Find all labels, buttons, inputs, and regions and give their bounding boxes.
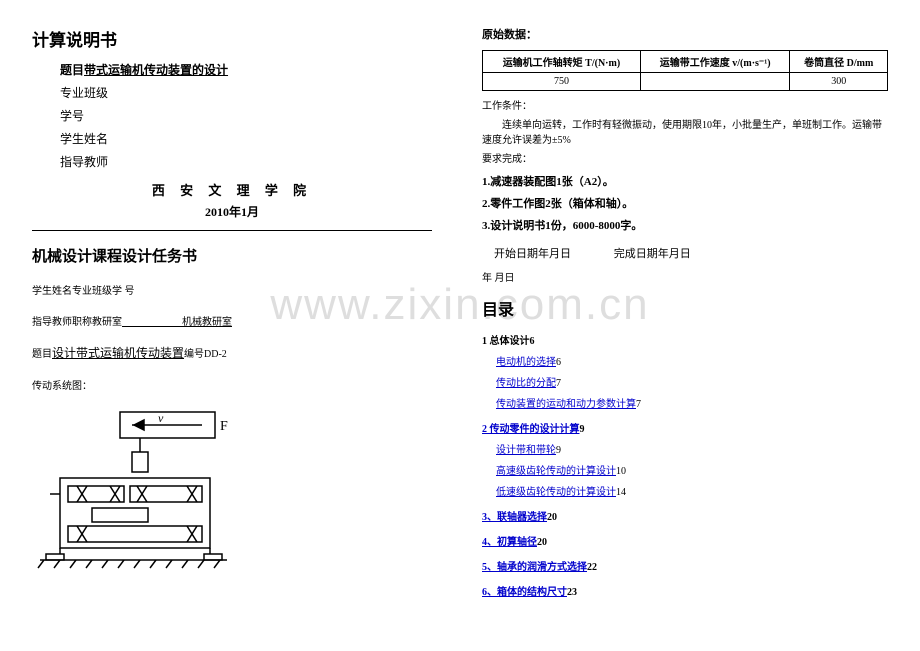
date-line: 开始日期年月日 完成日期年月日	[494, 245, 888, 261]
doc-date: 2010年1月	[32, 203, 432, 220]
toc-link[interactable]: 4、初算轴径	[482, 537, 537, 548]
advisor-underline	[122, 317, 182, 328]
info-line: 指导教师	[60, 153, 432, 170]
data-table: 运输机工作轴转矩 T/(N·m) 运输带工作速度 v/(m·s⁻¹) 卷筒直径 …	[482, 50, 888, 91]
topic-line: 题目带式运输机传动装置的设计	[60, 61, 432, 78]
toc-link[interactable]: 电动机的选择	[496, 357, 556, 368]
toc: 1 总体设计6电动机的选择6传动比的分配7传动装置的运动和动力参数计算72 传动…	[482, 332, 888, 598]
toc-section: 1 总体设计6	[482, 332, 888, 347]
student-line: 学生姓名专业班级学 号	[32, 282, 432, 297]
toc-item: 传动装置的运动和动力参数计算7	[496, 395, 888, 410]
svg-text:F: F	[220, 419, 228, 434]
toc-link[interactable]: 高速级齿轮传动的计算设计	[496, 466, 616, 477]
date-end: 完成日期年月日	[614, 245, 691, 261]
info-line: 专业班级	[60, 84, 432, 101]
table-header: 运输带工作速度 v/(m·s⁻¹)	[640, 51, 790, 73]
toc-page: 9	[556, 445, 561, 456]
date-start: 开始日期年月日	[494, 245, 571, 261]
transmission-diagram: ν F	[32, 408, 237, 573]
school-name: 西 安 文 理 学 院	[32, 180, 432, 199]
req-item: 1.减速器装配图1张（A2）。	[482, 173, 888, 189]
doc-title: 计算说明书	[32, 26, 432, 51]
toc-page: 20	[537, 537, 547, 548]
toc-link[interactable]: 2 传动零件的设计计算	[482, 424, 580, 435]
toc-link[interactable]: 传动比的分配	[496, 378, 556, 389]
toc-page: 20	[547, 512, 557, 523]
table-header: 卷筒直径 D/mm	[790, 51, 888, 73]
date-sig: 年 月日	[482, 271, 888, 286]
toc-item: 低速级齿轮传动的计算设计14	[496, 483, 888, 498]
toc-page: 7	[636, 399, 641, 410]
topic2-value: 设计带式运输机传动装置	[52, 346, 184, 360]
toc-item: 电动机的选择6	[496, 353, 888, 368]
toc-section: 5、轴承的润滑方式选择22	[482, 558, 888, 573]
topic2-label: 题目	[32, 349, 52, 360]
toc-link[interactable]: 3、联轴器选择	[482, 512, 547, 523]
diagram-label: 传动系统图：	[32, 377, 432, 392]
toc-link[interactable]: 传动装置的运动和动力参数计算	[496, 399, 636, 410]
req-item: 3.设计说明书1份，6000-8000字。	[482, 217, 888, 233]
divider	[32, 230, 432, 231]
toc-link[interactable]: 6、箱体的结构尺寸	[482, 587, 567, 598]
toc-section: 3、联轴器选择20	[482, 508, 888, 523]
toc-item: 设计带和带轮9	[496, 441, 888, 456]
toc-page: 6	[556, 357, 561, 368]
toc-item: 传动比的分配7	[496, 374, 888, 389]
info-line: 学生姓名	[60, 130, 432, 147]
cond-label: 工作条件：	[482, 99, 888, 114]
advisor-prefix: 指导教师职称教研室	[32, 317, 122, 328]
toc-link[interactable]: 设计带和带轮	[496, 445, 556, 456]
svg-text:ν: ν	[158, 411, 164, 425]
right-column: 原始数据： 运输机工作轴转矩 T/(N·m) 运输带工作速度 v/(m·s⁻¹)…	[460, 0, 920, 614]
toc-page: 10	[616, 466, 626, 477]
toc-page: 14	[616, 487, 626, 498]
toc-page: 22	[587, 562, 597, 573]
toc-section: 4、初算轴径20	[482, 533, 888, 548]
table-cell	[640, 73, 790, 91]
advisor-value: 机械教研室	[182, 317, 232, 328]
toc-title: 目录	[482, 296, 888, 320]
toc-link[interactable]: 5、轴承的润滑方式选择	[482, 562, 587, 573]
toc-link[interactable]: 低速级齿轮传动的计算设计	[496, 487, 616, 498]
raw-data-label: 原始数据：	[482, 26, 888, 42]
cond-text: 连续单向运转，工作时有轻微振动，使用期限10年，小批量生产，单班制工作。运输带速…	[482, 118, 888, 148]
table-cell: 300	[790, 73, 888, 91]
req-item: 2.零件工作图2张（箱体和轴）。	[482, 195, 888, 211]
info-line: 学号	[60, 107, 432, 124]
topic-label: 题目	[60, 63, 84, 77]
task-title: 机械设计课程设计任务书	[32, 245, 432, 266]
toc-page: 23	[567, 587, 577, 598]
topic-value: 带式运输机传动装置的设计	[84, 63, 228, 77]
toc-page: 9	[580, 424, 585, 435]
left-column: 计算说明书 题目带式运输机传动装置的设计 专业班级 学号 学生姓名 指导教师 西…	[0, 0, 460, 614]
toc-section: 2 传动零件的设计计算9	[482, 420, 888, 435]
table-header: 运输机工作轴转矩 T/(N·m)	[483, 51, 641, 73]
toc-page: 7	[556, 378, 561, 389]
toc-item: 高速级齿轮传动的计算设计10	[496, 462, 888, 477]
advisor-line: 指导教师职称教研室 机械教研室	[32, 313, 432, 328]
table-cell: 750	[483, 73, 641, 91]
toc-section: 6、箱体的结构尺寸23	[482, 583, 888, 598]
topic2-suffix: 编号DD-2	[184, 349, 227, 360]
topic2-line: 题目设计带式运输机传动装置编号DD-2	[32, 344, 432, 361]
req-label: 要求完成：	[482, 152, 888, 167]
